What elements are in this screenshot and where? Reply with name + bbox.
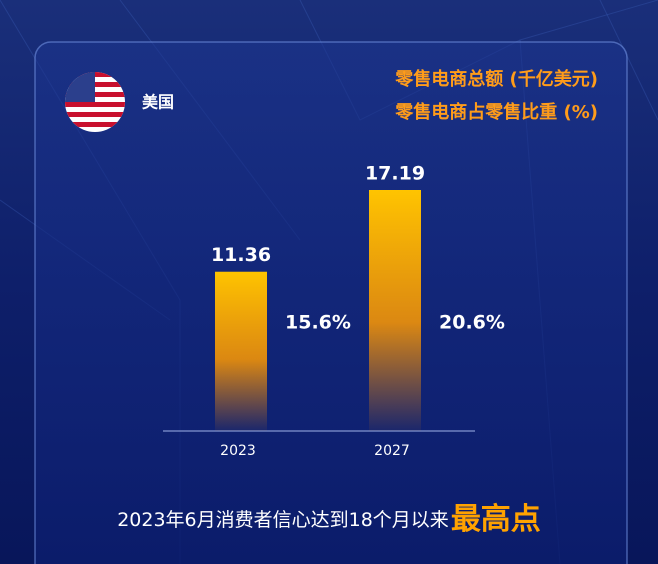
value-label: 11.36: [211, 244, 271, 266]
legend-entry: 零售电商占零售比重 (%): [394, 101, 598, 123]
footnote: 2023年6月消费者信心达到18个月以来最高点: [117, 502, 541, 537]
share-label: 20.6%: [439, 312, 505, 334]
bar: [215, 271, 267, 431]
flag: [65, 72, 125, 132]
value-label: 17.19: [365, 163, 425, 185]
card: [34, 41, 628, 564]
highlight: 最高点: [451, 502, 541, 537]
share-label: 15.6%: [285, 312, 351, 334]
x-tick-label: 2023: [220, 443, 256, 459]
bar: [369, 190, 421, 431]
footnote-text: 2023年6月消费者信心达到18个月以来: [117, 509, 449, 531]
legend-entry: 零售电商总额 (千亿美元): [394, 68, 598, 90]
country: 美国: [142, 93, 174, 112]
x-tick-label: 2027: [374, 443, 410, 459]
